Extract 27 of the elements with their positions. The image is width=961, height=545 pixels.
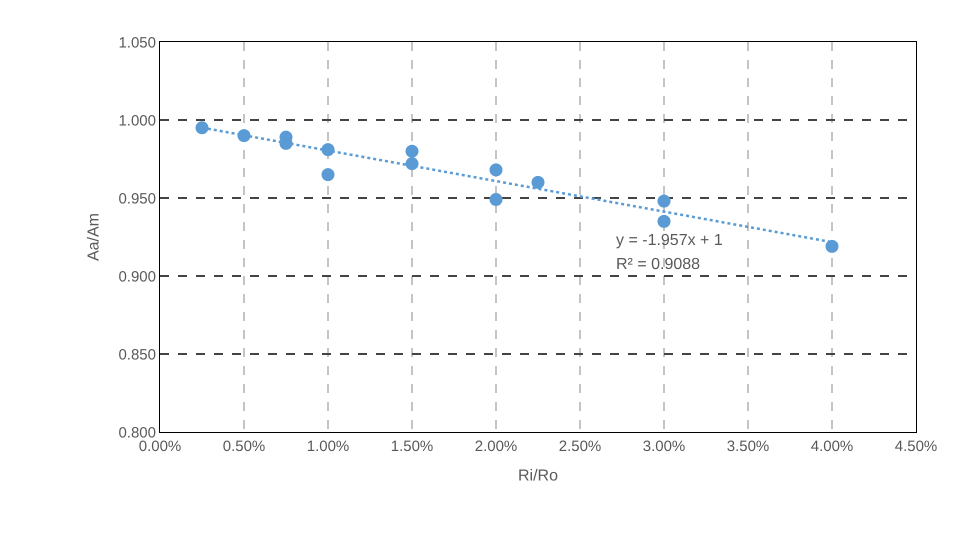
point xyxy=(490,163,502,176)
x-axis-title: Ri/Ro xyxy=(518,468,558,485)
x-tick-label: 4.50% xyxy=(894,438,938,455)
point xyxy=(826,240,838,253)
point xyxy=(406,144,418,158)
point xyxy=(532,176,544,189)
y-axis-title: Aa/Am xyxy=(85,212,102,262)
annotation: R² = 0.9088 xyxy=(616,256,700,273)
y-tick-label: 1.050 xyxy=(118,34,156,52)
y-tick-label: 0.950 xyxy=(118,190,156,208)
point xyxy=(322,168,334,182)
x-tick-label: 2.00% xyxy=(474,438,518,455)
x-tick-label: 1.00% xyxy=(306,438,350,455)
point xyxy=(658,214,670,228)
annotation: y = -1.957x + 1 xyxy=(616,232,723,249)
point xyxy=(196,121,208,134)
y-tick-label: 0.850 xyxy=(118,346,156,364)
x-tick-label: 3.50% xyxy=(726,438,770,455)
x-tick-label: 3.00% xyxy=(642,438,686,455)
point xyxy=(658,194,670,208)
x-tick-label: 1.50% xyxy=(390,438,434,455)
y-tick-label: 1.000 xyxy=(118,112,156,130)
point xyxy=(490,193,502,206)
x-tick-label: 0.50% xyxy=(222,438,266,455)
x-tick-label: 2.50% xyxy=(558,438,602,455)
x-tick-label: 4.00% xyxy=(810,438,854,455)
y-tick-label: 0.900 xyxy=(118,268,156,286)
